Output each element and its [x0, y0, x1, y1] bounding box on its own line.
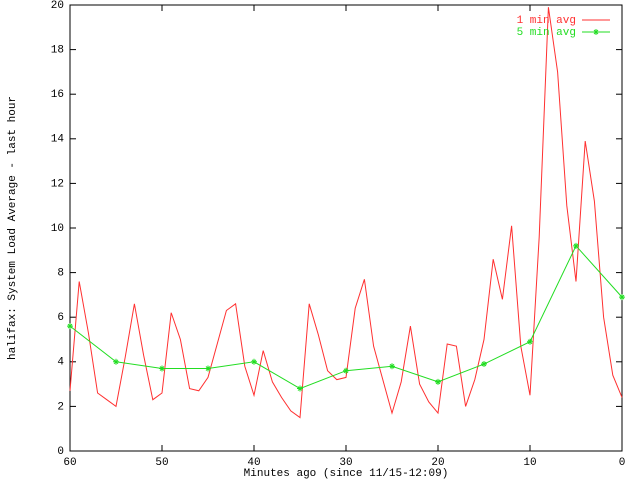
y-tick-label: 0 [57, 446, 64, 458]
point-marker [297, 385, 303, 392]
series-line [69, 244, 623, 390]
legend-marker [593, 29, 599, 35]
point-marker [343, 367, 349, 374]
point-marker [205, 365, 211, 372]
y-axis-label: halifax: System Load Average - last hour [7, 96, 19, 360]
point-marker [481, 361, 487, 368]
y-tick-label: 10 [51, 223, 64, 235]
y-tick-label: 12 [51, 178, 64, 190]
x-tick-label: 40 [247, 457, 260, 469]
y-tick-label: 2 [57, 401, 64, 413]
point-marker [113, 358, 119, 365]
point-marker [159, 365, 165, 372]
point-marker [527, 338, 533, 345]
series-line [69, 7, 623, 419]
legend-label: 1 min avg [517, 15, 576, 27]
y-tick-label: 8 [57, 268, 64, 280]
legend-label: 5 min avg [517, 27, 576, 39]
x-tick-label: 0 [619, 457, 626, 469]
x-tick-label: 20 [431, 457, 444, 469]
x-tick-label: 60 [63, 457, 76, 469]
y-tick-label: 20 [51, 0, 64, 12]
x-axis-label: Minutes ago (since 11/15-12:09) [244, 468, 449, 480]
x-tick-label: 50 [155, 457, 168, 469]
point-marker [389, 363, 395, 370]
y-tick-label: 6 [57, 312, 64, 324]
y-tick-label: 18 [51, 45, 64, 57]
point-marker [573, 242, 579, 249]
y-tick-label: 4 [57, 357, 64, 369]
point-marker [251, 358, 257, 365]
point-marker [435, 378, 441, 385]
x-tick-label: 30 [339, 457, 352, 469]
point-marker [619, 294, 625, 301]
point-marker [67, 323, 73, 330]
x-tick-label: 10 [523, 457, 536, 469]
y-tick-label: 16 [51, 89, 64, 101]
y-tick-label: 14 [51, 134, 65, 146]
